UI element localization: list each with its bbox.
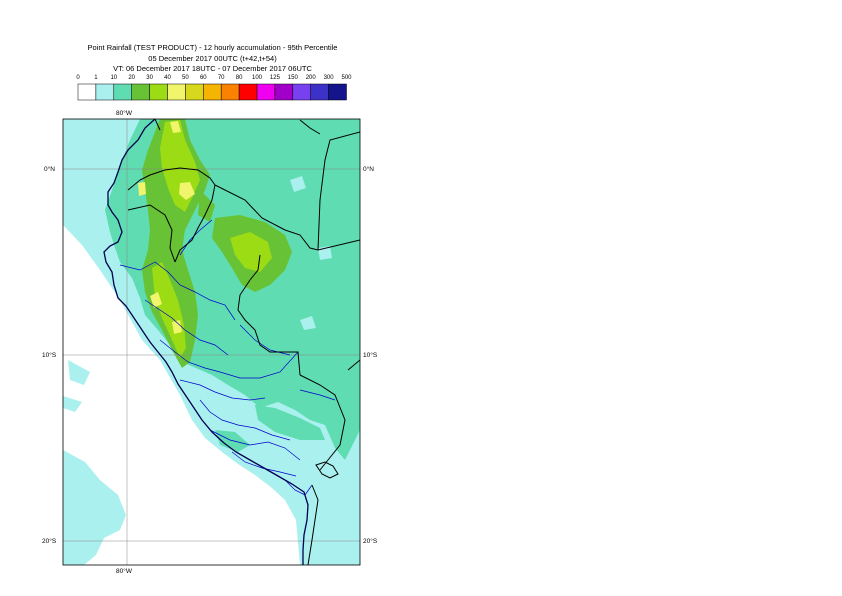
legend-threshold-label: 200 <box>306 75 317 81</box>
rain-1-10mm-patch-west <box>63 360 90 412</box>
legend-threshold-label: 500 <box>341 75 352 81</box>
chart-subtitle-validity: VT: 06 December 2017 18UTC - 07 December… <box>113 64 312 73</box>
graticule <box>63 119 360 565</box>
admin-boundaries <box>119 219 336 496</box>
chart-subtitle-run: 05 December 2017 00UTC (t+42,t+54) <box>148 54 277 63</box>
legend-threshold-label: 10 <box>110 75 117 81</box>
lat-label-left-0: 0°N <box>44 165 55 173</box>
legend-threshold-label: 150 <box>288 75 299 81</box>
dry-gap-amazon <box>290 176 332 330</box>
colour-scale-legend: 0 1 10 20 30 40 50 60 70 80 100 125 150 200 300 500 <box>76 75 352 101</box>
rain-1-10mm-patch-south <box>63 450 126 565</box>
lat-label-left-20: 20°S <box>42 537 57 545</box>
rainfall-field <box>63 119 360 565</box>
lon-label-top: 80°W <box>116 109 133 117</box>
legend-threshold-label: 125 <box>270 75 281 81</box>
legend-threshold-label: 50 <box>182 75 189 81</box>
rain-10-20mm-patch-south <box>215 430 250 452</box>
chart-title: Point Rainfall (TEST PRODUCT) - 12 hourl… <box>87 43 338 52</box>
rain-10-20mm-patch-southeast <box>255 405 325 440</box>
lat-label-right-10: 10°S <box>363 351 378 359</box>
coastline <box>103 119 309 565</box>
legend-swatch <box>328 83 347 101</box>
rain-20-30mm-north <box>198 190 215 222</box>
lon-label-bottom: 80°W <box>116 567 133 575</box>
legend-threshold-label: 30 <box>146 75 153 81</box>
lat-label-left-10: 10°S <box>42 351 57 359</box>
lat-label-right-20: 20°S <box>363 537 378 545</box>
legend-threshold-label: 20 <box>128 75 135 81</box>
rain-30-40mm-core <box>152 120 272 358</box>
legend-threshold-label: 80 <box>236 75 243 81</box>
legend-threshold-label: 1 <box>94 75 98 81</box>
legend-threshold-label: 300 <box>324 75 335 81</box>
legend-threshold-label: 0 <box>76 75 80 81</box>
legend-threshold-label: 100 <box>252 75 263 81</box>
country-borders <box>127 119 360 565</box>
map-frame <box>62 118 361 566</box>
legend-threshold-label: 60 <box>200 75 207 81</box>
legend-threshold-label: 70 <box>218 75 225 81</box>
legend-threshold-label: 40 <box>164 75 171 81</box>
lat-label-right-0: 0°N <box>363 165 374 173</box>
